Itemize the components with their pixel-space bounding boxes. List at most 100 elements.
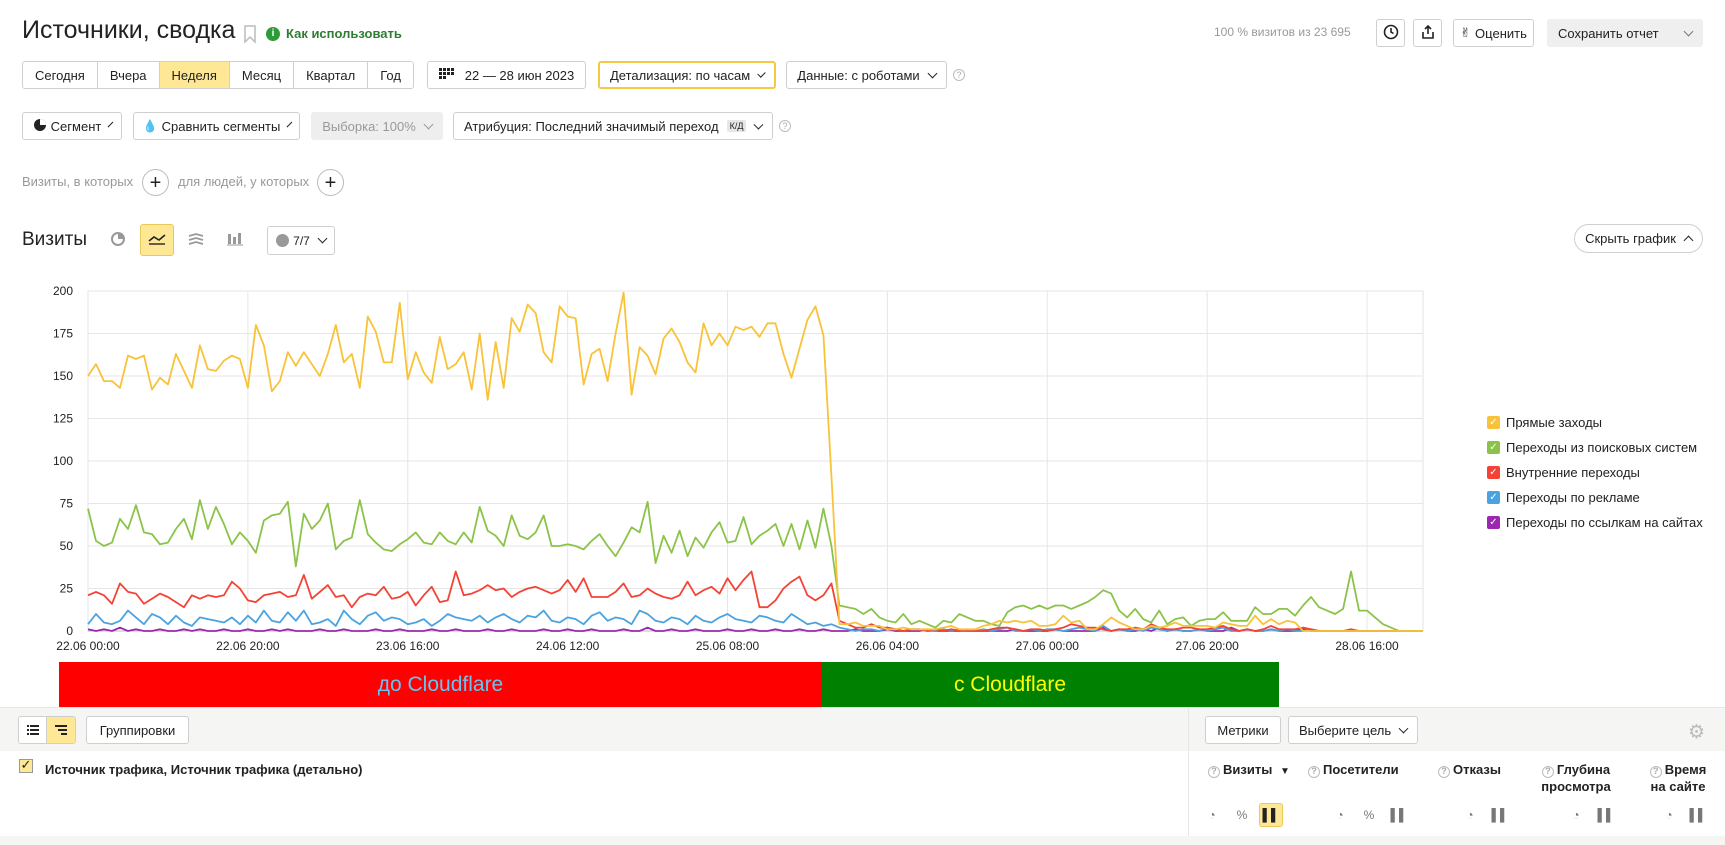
bounces-pie-toggle[interactable]: ◔ xyxy=(1466,808,1474,822)
attribution-badge: К/Д xyxy=(726,120,747,132)
annotations-dropdown[interactable]: 7/7 xyxy=(267,226,335,255)
period-option[interactable]: Вчера xyxy=(97,62,160,88)
period-option[interactable]: Сегодня xyxy=(23,62,98,88)
period-option[interactable]: Месяц xyxy=(229,62,295,88)
sample-dropdown[interactable]: Выборка: 100% xyxy=(311,112,443,140)
depth-bar-toggle[interactable]: ▌▌ xyxy=(1597,808,1615,822)
legend-label: Внутренние переходы xyxy=(1506,465,1640,480)
pie-chart-toggle[interactable] xyxy=(104,226,132,254)
settings-gear-icon[interactable]: ⚙ xyxy=(1688,722,1706,743)
visitors-percent-toggle[interactable]: % xyxy=(1363,808,1375,822)
attribution-dropdown[interactable]: Атрибуция: Последний значимый переход К/… xyxy=(453,112,773,140)
y-tick-label: 50 xyxy=(60,539,74,553)
dimension-header: Источник трафика, Источник трафика (дета… xyxy=(45,762,363,777)
rate-button[interactable]: ✌ Оценить xyxy=(1453,19,1534,47)
legend-item[interactable]: ✓ Переходы по ссылкам на сайтах xyxy=(1487,515,1703,530)
legend-label: Переходы по рекламе xyxy=(1506,490,1640,505)
compare-segments-dropdown[interactable]: 💧 Сравнить сегменты xyxy=(133,112,300,140)
period-option[interactable]: Неделя xyxy=(159,62,230,88)
series-line[interactable] xyxy=(87,499,1423,632)
help-icon[interactable]: ? xyxy=(1438,765,1450,778)
help-icon[interactable]: ? xyxy=(1208,765,1220,778)
help-icon[interactable]: ? xyxy=(779,120,791,132)
hide-chart-button[interactable]: Скрыть график xyxy=(1574,224,1703,253)
chevron-down-icon xyxy=(927,68,938,78)
legend-label: Переходы из поисковых систем xyxy=(1506,440,1698,455)
visitors-pie-toggle[interactable]: ◔ xyxy=(1336,808,1344,822)
visits-bar-toggle[interactable]: ▌▌ xyxy=(1259,803,1283,827)
legend-item[interactable]: ✓ Переходы по рекламе xyxy=(1487,490,1640,505)
panel-divider xyxy=(1188,707,1189,845)
date-range-button[interactable]: 22 — 28 июн 2023 xyxy=(427,61,586,89)
metric-header-time[interactable]: ? Время на сайте xyxy=(1649,762,1707,794)
legend-checkbox-icon[interactable]: ✓ xyxy=(1487,466,1500,479)
period-option[interactable]: Квартал xyxy=(294,62,369,88)
tree-icon xyxy=(55,723,67,738)
list-view-button[interactable] xyxy=(19,717,47,743)
history-button[interactable] xyxy=(1376,19,1405,47)
metric-header-depth[interactable]: ? Глубина просмотра xyxy=(1541,762,1611,794)
legend-checkbox-icon[interactable]: ✓ xyxy=(1487,516,1500,529)
visits-line-chart[interactable]: 0 25 50 75 100 125 150 175 200 22.06 00:00 22.06 2… xyxy=(0,280,1460,670)
line-chart-toggle[interactable] xyxy=(140,224,174,256)
y-tick-label: 200 xyxy=(53,284,73,298)
metrics-button[interactable]: Метрики xyxy=(1205,716,1281,744)
time-pie-toggle[interactable]: ◔ xyxy=(1665,808,1673,822)
tree-view-button[interactable] xyxy=(47,717,75,743)
y-tick-label: 25 xyxy=(60,582,74,596)
bounces-bar-toggle[interactable]: ▌▌ xyxy=(1491,808,1509,822)
legend-item[interactable]: ✓ Прямые заходы xyxy=(1487,415,1602,430)
visits-pie-toggle[interactable]: ◔ xyxy=(1208,808,1216,822)
visitors-bar-toggle[interactable]: ▌▌ xyxy=(1390,808,1408,822)
how-to-use-link[interactable]: i Как использовать xyxy=(266,26,402,41)
metric-header-visitors[interactable]: ? Посетители xyxy=(1308,761,1399,778)
help-icon[interactable]: ? xyxy=(953,69,965,81)
help-icon[interactable]: ? xyxy=(1649,765,1662,778)
legend-item[interactable]: ✓ Переходы из поисковых систем xyxy=(1487,440,1697,455)
people-condition-label: для людей, у которых xyxy=(178,174,310,189)
y-tick-label: 75 xyxy=(60,497,74,511)
series-line[interactable] xyxy=(87,291,1423,632)
y-tick-label: 150 xyxy=(53,369,73,383)
legend-checkbox-icon[interactable]: ✓ xyxy=(1487,491,1500,504)
after-cloudflare-band: с Cloudflare xyxy=(821,662,1279,707)
help-icon[interactable]: ? xyxy=(1308,765,1320,778)
segment-dropdown[interactable]: Сегмент xyxy=(22,112,122,140)
data-dropdown[interactable]: Данные: с роботами xyxy=(786,61,947,89)
legend-item[interactable]: ✓ Внутренние переходы xyxy=(1487,465,1640,480)
export-button[interactable] xyxy=(1413,19,1442,47)
series-line[interactable] xyxy=(87,570,1423,632)
dimension-checkbox[interactable]: ✓ xyxy=(19,758,33,773)
detail-dropdown[interactable]: Детализация: по часам xyxy=(598,61,776,89)
metric-header-visits[interactable]: ? Визиты ▼ xyxy=(1208,761,1290,780)
add-people-condition-button[interactable]: + xyxy=(317,169,344,196)
save-report-button[interactable]: Сохранить отчет xyxy=(1547,19,1703,47)
chevron-down-icon xyxy=(753,119,764,129)
table-body-strip xyxy=(0,836,1725,845)
bookmark-icon[interactable] xyxy=(243,24,257,44)
legend-checkbox-icon[interactable]: ✓ xyxy=(1487,441,1500,454)
time-bar-toggle[interactable]: ▌▌ xyxy=(1689,808,1707,822)
add-visit-condition-button[interactable]: + xyxy=(142,169,169,196)
share-icon xyxy=(1420,24,1436,43)
groupings-button[interactable]: Группировки xyxy=(86,716,189,744)
depth-pie-toggle[interactable]: ◔ xyxy=(1572,808,1580,822)
comment-icon xyxy=(276,234,290,247)
legend-checkbox-icon[interactable]: ✓ xyxy=(1487,416,1500,429)
metric-header-bounces[interactable]: ? Отказы xyxy=(1438,761,1501,778)
chevron-down-icon xyxy=(1398,723,1409,733)
clock-icon xyxy=(1383,24,1399,43)
choose-goal-dropdown[interactable]: Выберите цель xyxy=(1288,716,1418,744)
help-icon[interactable]: ? xyxy=(1541,765,1554,778)
bar-chart-toggle[interactable] xyxy=(221,226,249,254)
y-tick-label: 175 xyxy=(53,327,73,341)
chevron-down-icon xyxy=(286,121,293,127)
chevron-down-icon xyxy=(108,121,114,127)
area-chart-toggle[interactable] xyxy=(182,226,210,254)
y-tick-label: 125 xyxy=(53,412,73,426)
x-tick-label: 22.06 00:00 xyxy=(56,639,120,653)
visits-percent-toggle[interactable]: % xyxy=(1236,808,1248,822)
visits-summary: 100 % визитов из 23 695 xyxy=(1214,25,1351,39)
period-option[interactable]: Год xyxy=(368,62,413,88)
thumbs-icon: ✌ xyxy=(1460,25,1472,40)
